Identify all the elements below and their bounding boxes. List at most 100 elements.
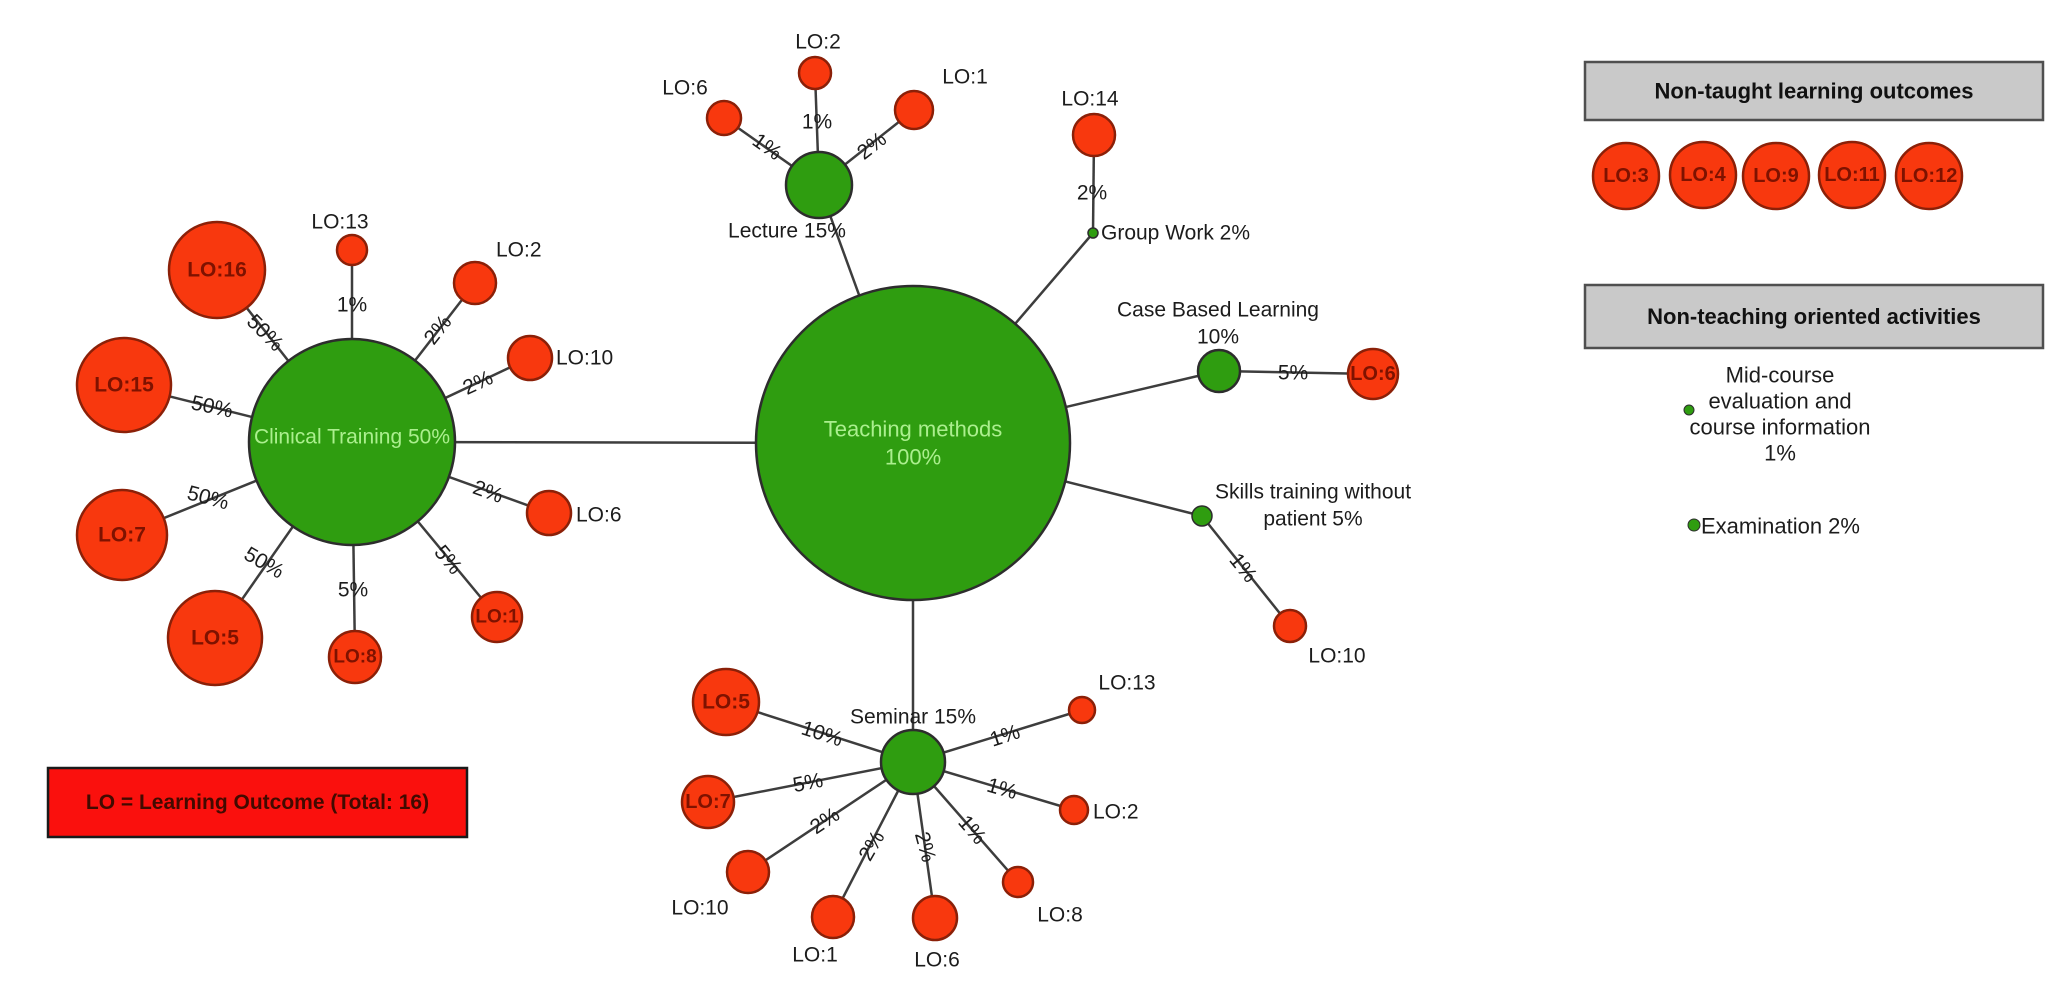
edge-label-groupwork-lo14: 2% [1077,182,1107,205]
edge-label-clinical-lo16: 50% [242,310,288,356]
node-label-lo8c: LO:8 [333,647,376,668]
panel-item-examination: Examination 2% [1701,514,1860,539]
edge-label-clinical-lo13c: 1% [337,294,367,317]
edge-label-skills-lo10sk: 1% [1225,549,1262,587]
edge-label-lecture-lo6l: 1% [748,129,786,165]
node-label-lecture: Lecture 15% [728,220,846,243]
node-label-lo5c: LO:5 [191,627,239,650]
edge-label-clinical-lo6c: 2% [470,476,506,508]
edge-label-seminar-lo6s: 2% [910,829,940,864]
node-label-skills-line-2: patient 5% [1263,508,1362,531]
node-label-skills-line-1: Skills training without [1215,481,1411,504]
node-lo10s [725,849,771,895]
edge-seminar-lo7s [707,760,914,804]
node-lo13c [335,233,369,267]
panel-circle-label-lo-11: LO:11 [1824,164,1880,186]
node-label-lo14: LO:14 [1061,88,1119,111]
node-lo13s [1067,695,1097,725]
node-lo14 [1071,112,1117,158]
panel-circle-lo-12 [1894,141,1964,211]
node-label-lo7s: LO:7 [685,791,731,813]
node-skills [1191,505,1213,527]
node-label-groupwork: Group Work 2% [1101,222,1250,245]
node-cbl [1196,348,1242,394]
node-label-teaching-line-2: 100% [885,445,941,470]
node-label-lo2s: LO:2 [1093,801,1139,824]
panel-item-mid-course-evaluation-line-3: course information [1690,415,1871,440]
panel-item-mid-course-evaluation-line-4: 1% [1764,441,1796,466]
node-clinical [247,337,457,547]
edge-label-lecture-lo2l: 1% [802,111,832,134]
node-seminar [879,728,947,796]
edge-label-clinical-lo8c: 5% [338,579,368,602]
edge-skills-lo10sk [1201,515,1291,627]
node-label-lo6cbl: LO:6 [1350,363,1396,385]
edge-label-clinical-lo10c: 2% [459,366,496,400]
panel-title-non-taught-learning-outcomes: Non-taught learning outcomes [1655,79,1974,104]
edge-label-clinical-lo5c: 50% [240,543,288,584]
node-lo2c [452,260,498,306]
node-lo8s [1001,865,1035,899]
node-label-lo8s: LO:8 [1037,904,1083,927]
node-label-lo6s: LO:6 [914,949,960,972]
edge-label-cbl-lo6cbl: 5% [1278,362,1308,385]
panel-box-non-teaching-oriented-activities [1583,283,2045,350]
panel-dot-mid-course-evaluation [1683,404,1695,416]
node-lo10c [506,334,554,382]
panel-circle-label-lo-3: LO:3 [1603,165,1649,187]
node-label-lo7c: LO:7 [98,524,146,547]
panel-circle-label-lo-4: LO:4 [1680,164,1726,186]
node-label-lo16: LO:16 [187,259,247,282]
node-label-lo13c: LO:13 [311,211,368,234]
node-lo15 [75,336,173,434]
node-lo8c [327,629,383,685]
node-teaching [754,284,1072,602]
node-label-seminar: Seminar 15% [850,706,976,729]
node-label-lo6c: LO:6 [576,504,622,527]
edge-label-seminar-lo7s: 5% [791,769,825,797]
edge-label-clinical-lo2c: 2% [420,311,457,349]
node-label-teaching-line-1: Teaching methods [824,417,1003,442]
panel-item-mid-course-evaluation-line-2: evaluation and [1708,389,1851,414]
edge-label-seminar-lo13s: 1% [987,720,1023,751]
node-label-lo13s: LO:13 [1098,672,1155,695]
node-lo2l [797,55,833,91]
node-groupwork [1087,227,1099,239]
node-lo6c [525,489,573,537]
panel-circle-lo-4 [1668,140,1738,210]
panel-circle-lo-11 [1817,140,1887,210]
node-label-lo6l: LO:6 [662,77,708,100]
edge-label-seminar-lo10s: 2% [806,803,844,839]
node-lo1l [893,89,935,131]
node-lecture [784,150,854,220]
node-lo6cbl [1346,347,1400,401]
panel-item-mid-course-evaluation-line-1: Mid-course [1726,363,1835,388]
node-lo6l [705,99,743,137]
edge-label-seminar-lo1s: 2% [854,827,889,865]
panel-title-non-teaching-oriented-activities: Non-teaching oriented activities [1647,304,1981,329]
edge-label-clinical-lo7c: 50% [185,481,232,514]
node-lo7s [680,774,736,830]
node-lo16 [167,220,267,320]
node-label-lo10c: LO:10 [556,347,613,370]
node-label-clinical: Clinical Training 50% [254,426,450,449]
node-lo1s [810,894,856,940]
panel-circle-lo-9 [1741,141,1811,211]
node-lo6s [911,894,959,942]
panel-circle-label-lo-9: LO:9 [1753,165,1799,187]
node-label-lo1s: LO:1 [792,944,838,967]
node-label-lo10sk: LO:10 [1308,645,1365,668]
node-lo1c [470,590,524,644]
node-label-lo15: LO:15 [94,374,154,397]
node-label-cbl-line-1: Case Based Learning [1117,299,1319,322]
panel-circle-label-lo-12: LO:12 [1901,165,1958,187]
node-label-lo10s: LO:10 [671,897,728,920]
node-label-cbl-line-2: 10% [1197,326,1239,349]
panel-circle-lo-3 [1591,141,1661,211]
legend-box [46,766,469,839]
legend-box-label: LO = Learning Outcome (Total: 16) [86,791,429,814]
node-lo2s [1058,794,1090,826]
node-label-lo5s: LO:5 [702,691,750,714]
